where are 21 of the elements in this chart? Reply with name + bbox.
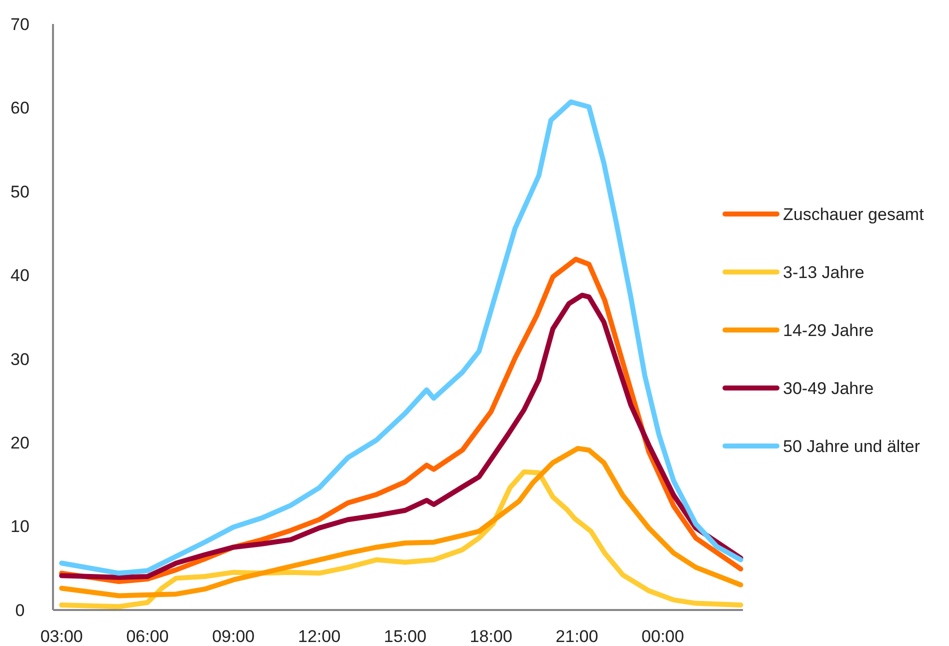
legend-label: 50 Jahre und älter — [783, 436, 920, 456]
y-tick-label: 60 — [10, 98, 30, 118]
x-tick-label: 06:00 — [126, 627, 169, 646]
y-tick-label: 0 — [15, 600, 25, 620]
x-tick-label: 21:00 — [556, 627, 598, 646]
y-tick-label: 10 — [10, 517, 30, 536]
y-tick-label: 50 — [10, 182, 30, 202]
x-tick-label: 12:00 — [298, 627, 341, 646]
y-tick-label: 30 — [10, 350, 30, 369]
x-tick-label: 15:00 — [384, 627, 426, 646]
legend-label: 3-13 Jahre — [783, 262, 864, 282]
x-tick-label: 09:00 — [212, 627, 255, 646]
x-tick-label: 03:00 — [40, 627, 83, 646]
legend-label: 30-49 Jahre — [783, 378, 874, 398]
x-tick-label: 18:00 — [470, 627, 512, 646]
x-tick-label: 00:00 — [642, 627, 684, 646]
legend-label: Zuschauer gesamt — [783, 204, 924, 224]
y-tick-label: 70 — [10, 14, 30, 34]
y-tick-label: 20 — [10, 434, 30, 453]
y-tick-label: 40 — [10, 266, 30, 286]
legend-label: 14-29 Jahre — [783, 320, 874, 340]
